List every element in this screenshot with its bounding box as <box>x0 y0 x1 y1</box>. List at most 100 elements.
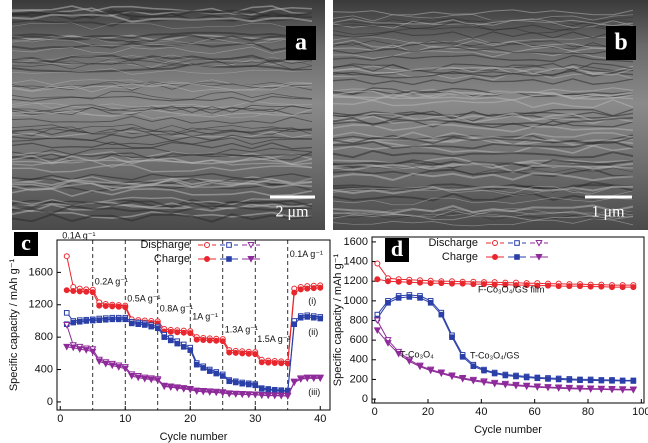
x-tick-label: 100 <box>632 406 648 418</box>
point <box>259 387 264 392</box>
y-axis-label: Specific capacity / mAh g⁻¹ <box>332 253 344 386</box>
legend-marker <box>248 257 254 262</box>
rate-label: 1.3A g⁻¹ <box>225 324 258 334</box>
point <box>187 387 193 392</box>
legend-marker <box>536 241 542 246</box>
point <box>233 350 238 355</box>
point <box>272 393 278 398</box>
point <box>556 284 561 289</box>
point <box>450 281 455 286</box>
point <box>318 316 323 321</box>
point <box>375 318 381 323</box>
point <box>317 376 323 381</box>
point <box>239 392 245 397</box>
point <box>109 363 115 368</box>
point <box>90 349 96 354</box>
series-line <box>67 313 320 391</box>
point <box>214 338 219 343</box>
point <box>599 284 604 289</box>
rate-label: 0.1A g⁻¹ <box>62 231 95 241</box>
point <box>103 361 109 366</box>
point <box>168 338 173 343</box>
point <box>71 320 76 325</box>
y-tick-label: 0 <box>47 396 53 408</box>
point <box>503 382 509 387</box>
point <box>71 289 76 294</box>
y-tick-label: 400 <box>350 354 368 366</box>
point <box>428 281 433 286</box>
point <box>318 285 323 290</box>
legend-label: Charge <box>154 253 190 265</box>
point <box>129 321 134 326</box>
point <box>428 301 433 306</box>
point <box>610 285 615 290</box>
point <box>556 377 561 382</box>
legend-marker <box>227 243 232 248</box>
point <box>375 277 380 282</box>
y-tick-label: 1400 <box>344 255 368 267</box>
point <box>578 378 583 383</box>
point <box>481 380 487 385</box>
point <box>252 392 258 397</box>
point <box>213 390 219 395</box>
point <box>84 319 89 324</box>
x-tick-label: 10 <box>119 413 131 425</box>
point <box>142 376 148 381</box>
panel-label: d <box>391 236 403 261</box>
point <box>116 365 122 370</box>
x-tick-label: 40 <box>475 406 487 418</box>
point <box>110 304 115 309</box>
chart: 040080012001600010203040Cycle numberSpec… <box>8 230 330 443</box>
point <box>418 296 423 301</box>
legend-marker <box>536 255 542 260</box>
point <box>305 315 310 320</box>
series-line <box>67 288 320 364</box>
point <box>311 286 316 291</box>
point <box>439 281 444 286</box>
x-tick-label: 30 <box>249 413 261 425</box>
point <box>220 339 225 344</box>
rate-label: 0.5A g⁻¹ <box>127 294 160 304</box>
point <box>129 374 135 379</box>
point <box>265 393 271 398</box>
sem-image: b 1 μm <box>333 0 648 230</box>
y-tick-label: 0 <box>362 393 368 405</box>
panel-label: a <box>295 30 307 56</box>
y-tick-label: 600 <box>350 334 368 346</box>
point <box>97 303 102 308</box>
legend-marker <box>248 243 254 248</box>
point <box>90 318 95 323</box>
point <box>610 379 615 384</box>
point <box>620 387 626 392</box>
point <box>460 281 465 286</box>
point <box>77 319 82 324</box>
x-tick-label: 0 <box>372 406 378 418</box>
point <box>200 389 206 394</box>
point <box>567 284 572 289</box>
x-axis-label: Cycle number <box>474 424 542 436</box>
point <box>220 391 226 396</box>
x-tick-label: 60 <box>529 406 541 418</box>
point <box>407 295 412 300</box>
point <box>567 386 573 391</box>
point <box>407 359 413 364</box>
point <box>417 364 423 369</box>
point <box>240 381 245 386</box>
point <box>311 376 317 381</box>
point <box>201 366 206 371</box>
point <box>305 286 310 291</box>
point <box>546 377 551 382</box>
point <box>259 393 265 398</box>
point <box>396 279 401 284</box>
x-tick-label: 40 <box>314 413 326 425</box>
point <box>524 384 530 389</box>
point <box>278 393 284 398</box>
curve-label: (i) <box>308 296 316 306</box>
point <box>161 384 167 389</box>
point <box>471 378 477 383</box>
rate-label: 1A g⁻¹ <box>192 312 218 322</box>
sem-image: a 2 μm <box>12 0 325 230</box>
point <box>70 345 76 350</box>
point <box>599 387 605 392</box>
curve-label: T-Co₃O₄ <box>400 349 434 359</box>
